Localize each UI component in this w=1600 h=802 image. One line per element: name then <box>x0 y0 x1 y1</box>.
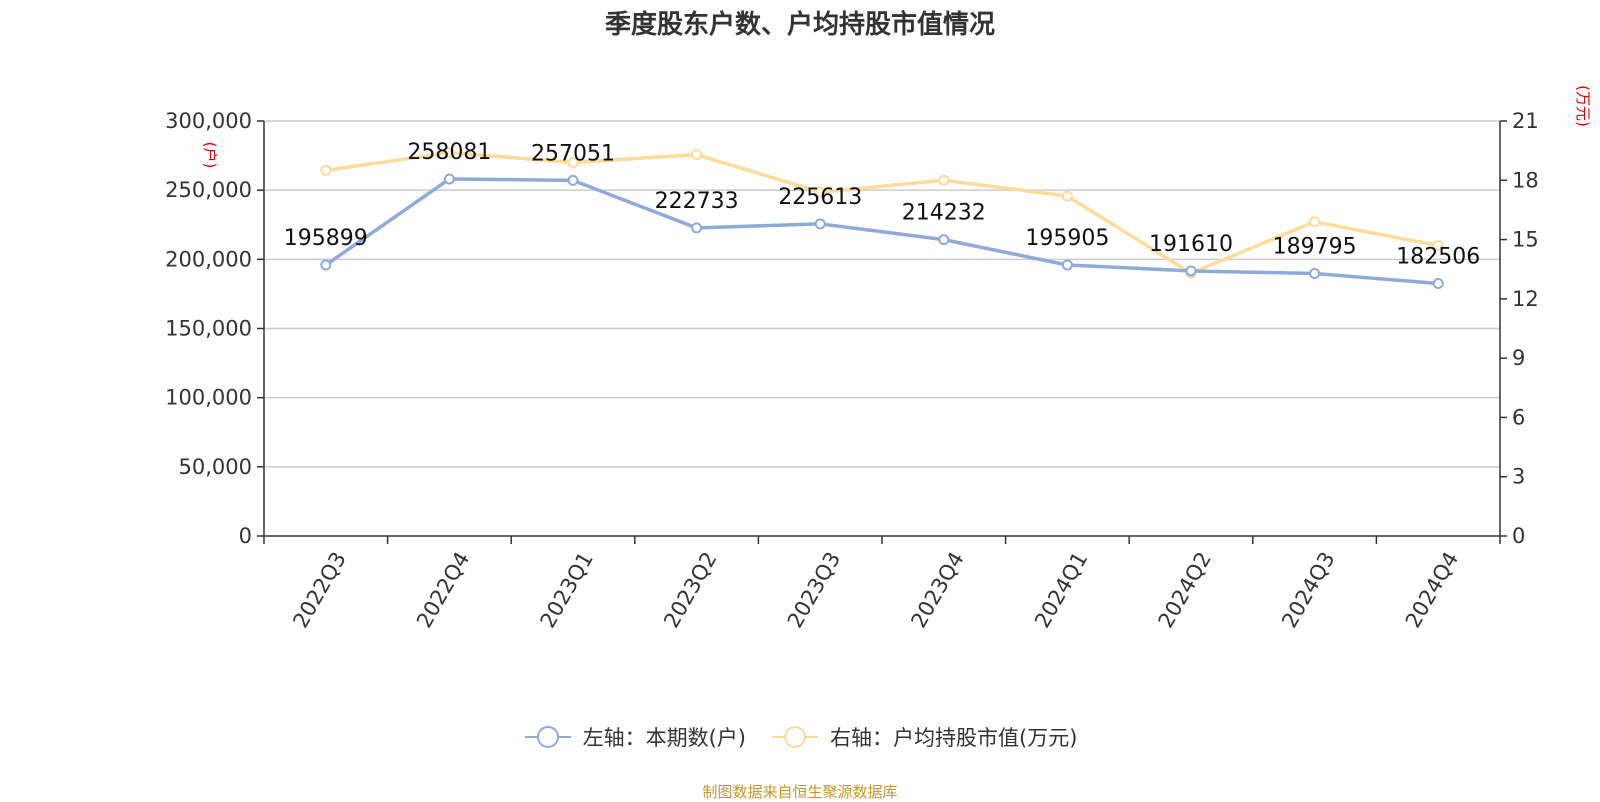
x-tick-label: 2024Q2 <box>1154 548 1216 632</box>
right-tick-label: 0 <box>1512 524 1525 548</box>
left-tick-label: 100,000 <box>165 386 252 410</box>
series-right-point <box>443 147 455 159</box>
x-tick-label: 2023Q2 <box>659 548 721 632</box>
data-label: 214232 <box>902 201 986 226</box>
series-right-point <box>567 157 579 168</box>
series-right-line <box>324 150 1440 275</box>
chart-title: 季度股东户数、户均持股市值情况 <box>604 10 995 40</box>
series-left-point <box>814 218 826 230</box>
data-label: 258081 <box>407 140 491 165</box>
data-label: 222733 <box>655 189 739 214</box>
left-tick-label: 150,000 <box>165 317 252 341</box>
right-tick-label: 21 <box>1512 109 1539 133</box>
right-tick-label: 6 <box>1512 405 1525 429</box>
data-label: 195905 <box>1025 226 1109 251</box>
legend-label-right-series: 右轴：户均持股市值(万元) <box>830 726 1078 750</box>
legend-item-left-series[interactable]: 左轴：本期数(户) <box>523 722 746 752</box>
series-left-point <box>691 222 703 234</box>
left-tick-label: 300,000 <box>165 109 252 133</box>
series-left-point <box>1185 265 1197 277</box>
series-right-point <box>814 186 826 198</box>
data-label: 225613 <box>778 185 862 210</box>
right-tick-label: 9 <box>1512 346 1525 370</box>
series-left-point <box>443 173 455 185</box>
series-right-point <box>1061 190 1073 202</box>
data-label: 189795 <box>1273 234 1357 259</box>
series-left-point <box>320 259 332 271</box>
legend-swatch-right-icon <box>772 726 818 748</box>
series-left-point <box>1061 259 1073 271</box>
legend: 左轴：本期数(户) 右轴：户均持股市值(万元) <box>0 722 1600 752</box>
x-tick-label: 2024Q3 <box>1277 548 1339 632</box>
series-left-line <box>324 177 1440 286</box>
source-note: 制图数据来自恒生聚源数据库 <box>702 783 898 801</box>
series-left-point <box>567 174 579 186</box>
left-axis-unit: (户) <box>201 142 219 169</box>
x-tick-label: 2022Q3 <box>288 548 350 632</box>
x-tick-label: 2024Q1 <box>1030 548 1092 632</box>
legend-label-left-series: 左轴：本期数(户) <box>582 726 746 750</box>
left-tick-label: 200,000 <box>165 247 252 271</box>
series-right-point <box>938 174 950 186</box>
x-tick-label: 2022Q4 <box>412 548 474 632</box>
legend-swatch-left-icon <box>524 726 571 748</box>
x-tick-label: 2023Q1 <box>536 548 598 632</box>
series-left-point <box>1309 267 1321 279</box>
series-left-point <box>1432 278 1444 290</box>
right-tick-label: 15 <box>1512 228 1539 252</box>
right-axis-unit: (万元) <box>1574 85 1592 127</box>
right-tick-label: 18 <box>1512 168 1539 192</box>
data-label: 257051 <box>531 141 615 166</box>
left-tick-label: 50,000 <box>179 455 252 479</box>
right-tick-label: 12 <box>1512 287 1539 311</box>
x-tick-label: 2023Q4 <box>906 548 968 632</box>
data-label: 195899 <box>284 226 368 251</box>
right-tick-label: 3 <box>1512 465 1525 489</box>
data-label: 191610 <box>1149 232 1233 257</box>
series-right-point <box>1309 216 1321 228</box>
left-tick-label: 250,000 <box>165 178 252 202</box>
x-tick-label: 2023Q3 <box>783 548 845 632</box>
chart-plot: 0 50,000 100,000 150,000 200,000 250,000 300,0… <box>165 85 1592 632</box>
left-tick-label: 0 <box>239 524 252 548</box>
x-tick-label: 2024Q4 <box>1401 548 1463 632</box>
series-left-point <box>938 234 950 246</box>
series-right-point <box>1432 240 1444 251</box>
legend-item-right-series[interactable]: 右轴：户均持股市值(万元) <box>770 722 1077 752</box>
series-right-point <box>691 149 703 161</box>
data-label: 182506 <box>1396 245 1480 270</box>
series-right-point <box>320 164 332 176</box>
